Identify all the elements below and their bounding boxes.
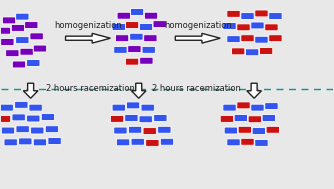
FancyBboxPatch shape [41,114,54,120]
FancyBboxPatch shape [116,35,129,42]
FancyBboxPatch shape [27,115,40,122]
FancyBboxPatch shape [251,104,264,111]
FancyBboxPatch shape [146,139,159,146]
FancyBboxPatch shape [227,139,240,146]
FancyBboxPatch shape [153,21,166,28]
FancyBboxPatch shape [160,138,174,145]
FancyBboxPatch shape [252,128,266,135]
FancyBboxPatch shape [231,48,245,55]
FancyBboxPatch shape [234,115,247,121]
FancyBboxPatch shape [241,35,254,42]
FancyBboxPatch shape [144,35,157,42]
FancyBboxPatch shape [30,33,43,40]
FancyBboxPatch shape [139,116,152,123]
Polygon shape [131,83,146,98]
FancyBboxPatch shape [142,46,155,53]
FancyBboxPatch shape [31,127,44,134]
Text: 2 hours racemization: 2 hours racemization [153,84,241,93]
FancyBboxPatch shape [0,115,11,122]
FancyBboxPatch shape [141,104,154,111]
FancyBboxPatch shape [265,103,278,110]
FancyBboxPatch shape [158,126,171,133]
FancyBboxPatch shape [125,115,138,121]
FancyBboxPatch shape [220,115,233,122]
FancyBboxPatch shape [11,24,25,31]
FancyBboxPatch shape [255,139,268,146]
Text: homogenization: homogenization [164,21,232,30]
Polygon shape [65,33,111,43]
FancyBboxPatch shape [245,49,259,56]
FancyBboxPatch shape [2,17,16,24]
FancyBboxPatch shape [114,127,127,134]
FancyBboxPatch shape [224,127,237,134]
FancyBboxPatch shape [114,46,127,53]
FancyBboxPatch shape [237,102,250,109]
FancyBboxPatch shape [139,23,153,30]
FancyBboxPatch shape [111,115,124,122]
FancyBboxPatch shape [223,104,236,111]
FancyBboxPatch shape [12,114,25,121]
Text: homogenization: homogenization [54,21,122,30]
FancyBboxPatch shape [262,115,276,121]
FancyBboxPatch shape [127,102,140,109]
FancyBboxPatch shape [223,22,236,29]
FancyBboxPatch shape [130,9,144,15]
FancyBboxPatch shape [255,10,268,17]
FancyBboxPatch shape [33,45,47,52]
FancyBboxPatch shape [143,128,156,135]
Polygon shape [247,83,262,98]
FancyBboxPatch shape [29,104,42,111]
FancyBboxPatch shape [154,115,167,121]
FancyBboxPatch shape [16,37,29,43]
FancyBboxPatch shape [16,126,29,133]
FancyBboxPatch shape [117,12,130,19]
FancyBboxPatch shape [255,36,268,43]
FancyBboxPatch shape [6,50,19,57]
FancyBboxPatch shape [112,23,126,30]
FancyBboxPatch shape [248,116,262,123]
FancyBboxPatch shape [4,139,17,146]
FancyBboxPatch shape [15,101,28,108]
Polygon shape [175,33,220,43]
FancyBboxPatch shape [19,138,32,145]
FancyBboxPatch shape [227,36,240,43]
FancyBboxPatch shape [265,24,278,31]
FancyBboxPatch shape [266,126,280,133]
FancyBboxPatch shape [251,22,264,29]
FancyBboxPatch shape [27,60,40,66]
FancyBboxPatch shape [269,13,282,19]
FancyBboxPatch shape [12,61,26,68]
FancyBboxPatch shape [16,13,29,20]
FancyBboxPatch shape [128,46,141,53]
FancyBboxPatch shape [241,138,254,145]
FancyBboxPatch shape [144,12,158,19]
FancyBboxPatch shape [241,13,254,19]
FancyBboxPatch shape [227,10,240,17]
FancyBboxPatch shape [0,104,13,111]
FancyBboxPatch shape [131,138,144,145]
FancyBboxPatch shape [128,126,142,133]
FancyBboxPatch shape [140,57,153,64]
FancyBboxPatch shape [237,24,250,31]
FancyBboxPatch shape [25,22,38,29]
FancyBboxPatch shape [130,33,143,40]
FancyBboxPatch shape [0,27,11,34]
FancyBboxPatch shape [126,58,139,65]
FancyBboxPatch shape [260,47,273,54]
FancyBboxPatch shape [238,126,252,133]
FancyBboxPatch shape [48,138,61,144]
FancyBboxPatch shape [1,127,15,134]
Text: 2 hours racemization: 2 hours racemization [46,84,135,93]
FancyBboxPatch shape [269,35,282,42]
FancyBboxPatch shape [33,139,47,146]
FancyBboxPatch shape [20,48,33,55]
FancyBboxPatch shape [1,39,14,45]
FancyBboxPatch shape [45,126,58,133]
FancyBboxPatch shape [112,104,126,111]
FancyBboxPatch shape [117,139,130,146]
Polygon shape [23,83,38,98]
FancyBboxPatch shape [126,22,139,29]
